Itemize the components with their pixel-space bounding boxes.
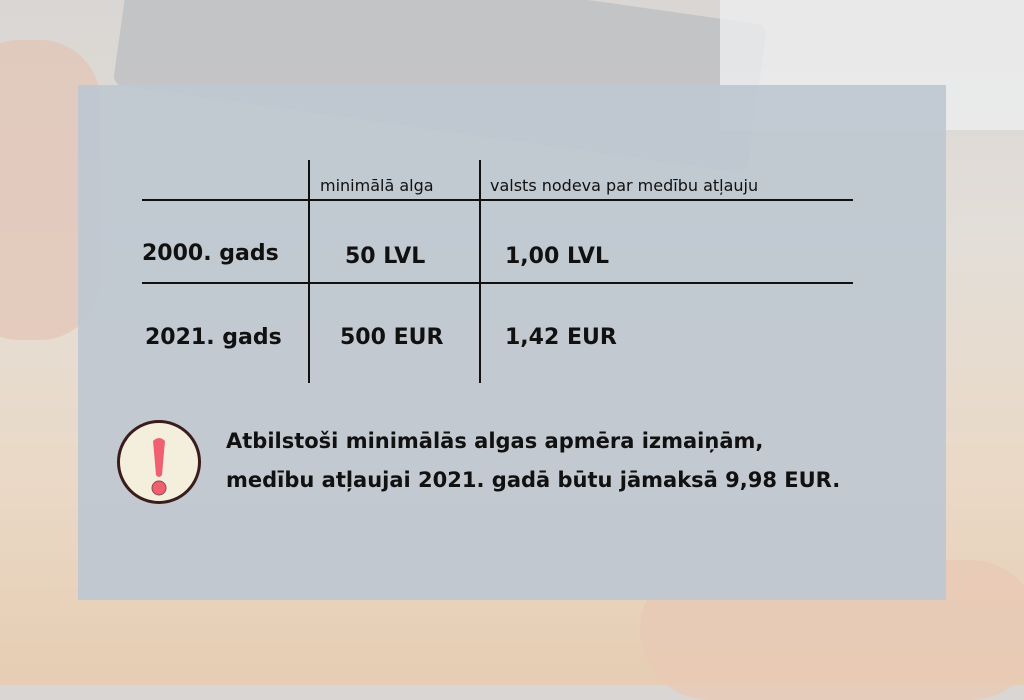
header-minimum-wage: minimālā alga (320, 176, 434, 195)
row-year: 2021. gads (145, 325, 282, 350)
row-fee: 1,42 EUR (505, 325, 617, 350)
note-line: medību atļaujai 2021. gadā būtu jāmaksā … (226, 468, 841, 492)
exclamation-icon (117, 420, 201, 504)
table-row-divider (142, 282, 853, 284)
row-wage: 500 EUR (340, 325, 444, 350)
header-state-fee: valsts nodeva par medību atļauju (490, 176, 759, 195)
row-fee: 1,00 LVL (505, 244, 609, 269)
table-column-divider (479, 160, 481, 383)
info-panel (78, 85, 946, 600)
row-wage: 50 LVL (345, 244, 426, 269)
table-header-divider (142, 199, 853, 201)
note-line: Atbilstoši minimālās algas apmēra izmaiņ… (226, 429, 764, 453)
table-column-divider (308, 160, 310, 383)
row-year: 2000. gads (142, 241, 279, 266)
